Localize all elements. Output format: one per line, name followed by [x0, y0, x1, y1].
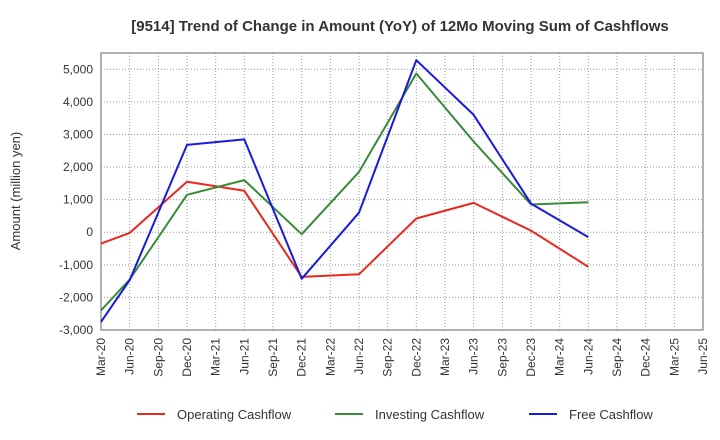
y-tick-label: 2,000: [63, 160, 93, 174]
y-tick-label: -2,000: [59, 290, 93, 304]
y-tick-labels: -3,000 -2,000 -1,000 0 1,000 2,000 3,000 4,000 5…: [59, 62, 93, 337]
x-tick-labels: Mar-20 Jun-20 Sep-20 Dec-20 Mar-21 Jun-21 Sep-…: [94, 338, 710, 377]
series-line-investing-cashflow: [100, 72, 589, 312]
x-tick-label: Dec-20: [180, 338, 194, 377]
x-tick-label: Mar-25: [667, 338, 681, 376]
legend-label: Operating Cashflow: [177, 407, 292, 422]
plot-frame: [100, 52, 704, 331]
series-line-operating-cashflow: [100, 180, 589, 278]
x-tick-label: Sep-20: [151, 338, 165, 377]
x-tick-label: Sep-21: [266, 338, 280, 377]
y-tick-label: -1,000: [59, 258, 93, 272]
y-tick-label: -3,000: [59, 323, 93, 337]
x-tick-label: Jun-23: [467, 338, 481, 375]
x-tick-label: Mar-22: [323, 338, 337, 376]
x-tick-label: Jun-20: [123, 338, 137, 375]
grid-lines: [100, 53, 704, 331]
legend: Operating Cashflow Investing Cashflow Free…: [137, 407, 653, 422]
legend-label: Investing Cashflow: [375, 407, 485, 422]
chart-title: [9514] Trend of Change in Amount (YoY) o…: [131, 18, 669, 35]
y-tick-label: 0: [86, 225, 93, 239]
y-tick-label: 4,000: [63, 95, 93, 109]
x-tick-label: Dec-24: [639, 338, 653, 377]
x-tick-label: Sep-22: [381, 338, 395, 377]
x-tick-label: Jun-25: [696, 338, 710, 375]
series-lines: [100, 59, 589, 323]
x-tick-label: Jun-21: [237, 338, 251, 375]
x-tick-label: Mar-21: [209, 338, 223, 376]
x-tick-label: Dec-21: [295, 338, 309, 377]
x-tick-label: Mar-24: [553, 338, 567, 376]
x-tick-label: Jun-22: [352, 338, 366, 375]
legend-label: Free Cashflow: [569, 407, 653, 422]
x-tick-label: Mar-23: [438, 338, 452, 376]
y-tick-label: 1,000: [63, 193, 93, 207]
x-tick-label: Sep-24: [610, 338, 624, 377]
x-tick-label: Dec-22: [409, 338, 423, 377]
y-tick-label: 5,000: [63, 62, 93, 76]
x-tick-label: Dec-23: [524, 338, 538, 377]
y-tick-label: 3,000: [63, 127, 93, 141]
x-tick-label: Sep-23: [495, 338, 509, 377]
x-tick-label: Mar-20: [94, 338, 108, 376]
x-tick-label: Jun-24: [581, 338, 595, 375]
series-line-free-cashflow: [100, 59, 589, 323]
y-axis-label: Amount (million yen): [8, 132, 23, 251]
